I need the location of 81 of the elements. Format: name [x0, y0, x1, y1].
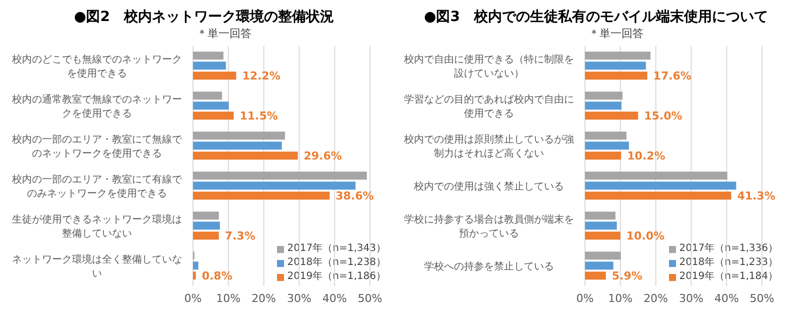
bar — [585, 272, 606, 280]
bar — [193, 272, 196, 280]
data-label: 7.3% — [224, 229, 256, 242]
x-tick-label: 50% — [750, 292, 774, 305]
bar — [193, 172, 367, 180]
bar — [585, 142, 629, 150]
bar — [585, 172, 728, 180]
bar — [193, 152, 298, 160]
data-label: 12.2% — [242, 69, 280, 82]
x-tick-label: 10% — [608, 292, 633, 305]
legend-label: 2018年（n=1,233） — [679, 256, 778, 270]
y-tick-label: 校内の通常教室で無線でのネットワークを使用できる — [11, 94, 182, 120]
x-tick-label: 40% — [322, 292, 347, 305]
data-label: 38.6% — [336, 189, 374, 202]
bar — [585, 52, 650, 60]
bar — [585, 182, 736, 190]
bar — [193, 132, 286, 140]
y-tick-label: 校内のどこでも無線でのネットワークを使用できる — [11, 54, 182, 80]
bar — [585, 92, 623, 100]
y-tick-label: 学校への持参を禁止している — [424, 260, 554, 272]
x-tick-label: 0% — [576, 292, 594, 305]
chart-title: ●図2 校内ネットワーク環境の整備状況 — [73, 8, 335, 26]
bar — [585, 192, 732, 200]
bar — [193, 62, 226, 70]
x-tick-label: 30% — [678, 292, 704, 305]
x-tick-label: 10% — [216, 292, 241, 305]
bar — [193, 142, 282, 150]
data-label: 5.9% — [612, 269, 642, 282]
data-label: 17.6% — [653, 69, 692, 82]
data-label: 10.0% — [626, 229, 665, 242]
bar — [585, 132, 626, 140]
bar — [193, 262, 198, 270]
legend-label: 2017年（n=1,336） — [679, 242, 778, 256]
bar — [193, 192, 330, 200]
x-tick-label: 40% — [714, 292, 739, 305]
y-tick-label: ネットワーク環境は全く整備していない — [12, 254, 182, 280]
data-label: 10.2% — [627, 149, 666, 162]
data-label: 29.6% — [304, 149, 342, 162]
bar — [193, 92, 222, 100]
bar — [193, 182, 356, 190]
legend-label: 2019年（n=1,186） — [287, 270, 386, 284]
bar — [193, 232, 219, 240]
bar — [585, 72, 648, 80]
bar — [585, 262, 614, 270]
y-tick-label: 学校に持参する場合は教員側が端末を預かっている — [404, 214, 574, 240]
x-tick-label: 50% — [358, 292, 382, 305]
bar — [585, 222, 617, 230]
bar — [585, 112, 638, 120]
x-tick-label: 20% — [644, 292, 668, 305]
bar — [585, 232, 620, 240]
bar — [193, 212, 219, 220]
y-tick-label: 校内の一部のエリア・教室にて無線でのネットワークを使用できる — [11, 134, 183, 160]
bar — [193, 102, 229, 110]
bar — [193, 222, 220, 230]
bar — [193, 52, 224, 60]
y-tick-label: 生徒が使用できるネットワーク環境は整備していない — [12, 214, 182, 240]
y-tick-label: 校内での使用は原則禁止しているが強制力はそれほど高くない — [403, 134, 574, 160]
legend-label: 2019年（n=1,184） — [679, 270, 778, 284]
data-label: 15.0% — [644, 109, 682, 122]
data-label: 0.8% — [202, 269, 232, 282]
y-tick-label: 校内での使用は強く禁止している — [413, 180, 564, 192]
bar — [585, 62, 646, 70]
legend-label: 2018年（n=1,238） — [287, 256, 386, 270]
chart-title: ●図3 校内での生徒私有のモバイル端末使用について — [423, 8, 769, 26]
chart-subtitle: ＊単一回答 — [196, 26, 252, 42]
x-tick-label: 20% — [252, 292, 276, 305]
bar — [585, 152, 622, 160]
y-tick-label: 校内の一部のエリア・教室にて有線でのみネットワークを使用できる — [11, 174, 183, 200]
bar — [193, 72, 236, 80]
data-label: 41.3% — [737, 189, 776, 202]
y-tick-label: 校内で自由に使用できる（特に制限を設けていない） — [403, 54, 574, 80]
y-tick-label: 学習などの目的であれば校内で自由に使用できる — [404, 94, 574, 120]
x-tick-label: 0% — [184, 292, 202, 305]
bar — [585, 102, 622, 110]
legend-label: 2017年（n=1,343） — [287, 242, 386, 256]
bar — [585, 212, 616, 220]
bar — [585, 252, 621, 260]
chart-subtitle: ＊単一回答 — [588, 26, 644, 42]
x-tick-label: 30% — [286, 292, 312, 305]
data-label: 11.5% — [240, 109, 278, 122]
bar — [193, 112, 234, 120]
